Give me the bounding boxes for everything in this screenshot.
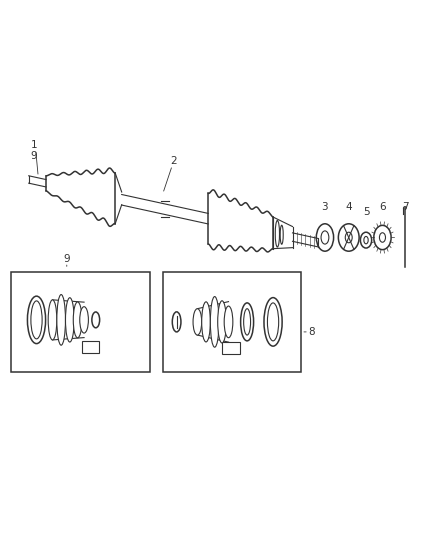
Ellipse shape <box>73 302 82 338</box>
Ellipse shape <box>57 295 66 345</box>
Ellipse shape <box>80 306 88 333</box>
Text: 3: 3 <box>321 202 328 212</box>
Ellipse shape <box>224 306 233 338</box>
Text: 8: 8 <box>309 327 315 337</box>
Text: 7: 7 <box>402 202 408 212</box>
Ellipse shape <box>193 309 202 335</box>
Bar <box>82 342 99 353</box>
Ellipse shape <box>210 296 219 347</box>
Bar <box>163 272 301 372</box>
Text: 9: 9 <box>64 254 70 264</box>
Bar <box>223 342 240 354</box>
Text: 1: 1 <box>31 140 37 150</box>
Text: 4: 4 <box>346 202 352 212</box>
Text: 6: 6 <box>379 202 386 212</box>
Ellipse shape <box>66 298 74 342</box>
Ellipse shape <box>218 301 226 343</box>
Text: 5: 5 <box>363 207 369 216</box>
Text: 2: 2 <box>170 156 177 166</box>
Ellipse shape <box>48 300 57 340</box>
Ellipse shape <box>202 302 210 342</box>
Text: 9: 9 <box>31 151 37 161</box>
Bar <box>11 272 150 372</box>
